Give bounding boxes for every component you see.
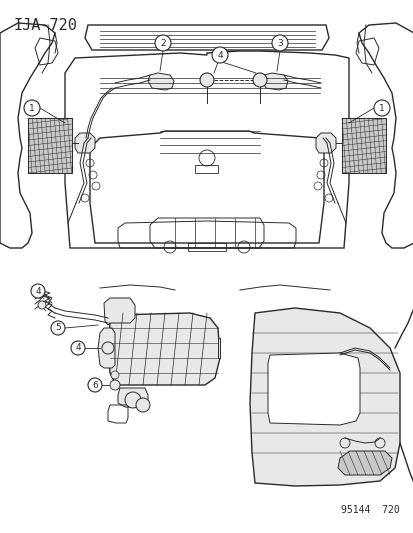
Polygon shape [267, 353, 359, 425]
Circle shape [110, 380, 120, 390]
Circle shape [51, 321, 65, 335]
Circle shape [125, 392, 141, 408]
Polygon shape [261, 73, 287, 90]
Text: 4: 4 [35, 287, 41, 295]
Text: IJA-720: IJA-720 [14, 18, 78, 33]
Circle shape [136, 398, 150, 412]
Text: 2: 2 [160, 38, 166, 47]
Circle shape [71, 341, 85, 355]
Circle shape [374, 438, 384, 448]
Circle shape [31, 284, 45, 298]
Polygon shape [108, 313, 219, 385]
Text: 95144  720: 95144 720 [340, 505, 399, 515]
Polygon shape [28, 118, 72, 173]
Circle shape [102, 342, 114, 354]
Text: 1: 1 [29, 103, 35, 112]
Polygon shape [118, 388, 147, 408]
Circle shape [339, 438, 349, 448]
Polygon shape [337, 451, 391, 475]
Polygon shape [249, 308, 399, 486]
Polygon shape [104, 298, 135, 325]
Polygon shape [147, 73, 173, 90]
Circle shape [154, 35, 171, 51]
Text: 4: 4 [75, 343, 81, 352]
Circle shape [38, 301, 46, 309]
Polygon shape [341, 118, 385, 173]
Circle shape [199, 73, 214, 87]
Circle shape [88, 378, 102, 392]
Polygon shape [218, 338, 219, 358]
Text: 6: 6 [92, 381, 97, 390]
Circle shape [111, 371, 119, 379]
Polygon shape [98, 328, 115, 368]
Circle shape [373, 100, 389, 116]
Circle shape [211, 47, 228, 63]
Circle shape [35, 288, 45, 298]
Polygon shape [75, 133, 95, 153]
Text: 3: 3 [276, 38, 282, 47]
Text: 4: 4 [217, 51, 222, 60]
Circle shape [271, 35, 287, 51]
Circle shape [252, 73, 266, 87]
Text: 1: 1 [378, 103, 384, 112]
Text: 5: 5 [55, 324, 61, 333]
Circle shape [24, 100, 40, 116]
Polygon shape [315, 133, 335, 153]
